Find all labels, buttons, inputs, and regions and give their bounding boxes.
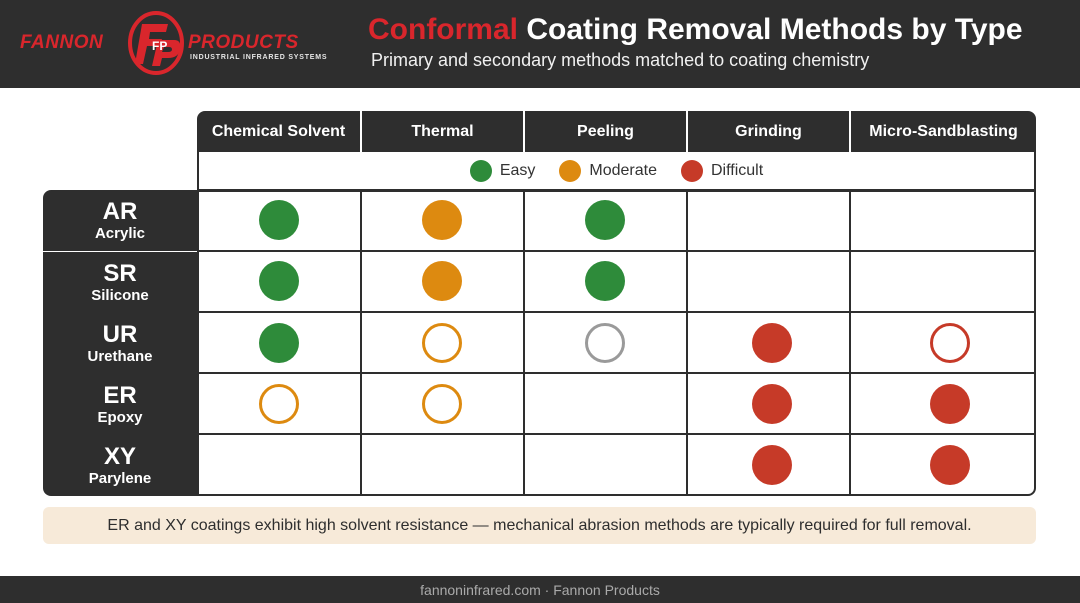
rating-urethane-chemical-solvent-easy-filled-icon bbox=[259, 323, 299, 363]
page-title-rest: Coating Removal Methods by Type bbox=[526, 13, 1023, 46]
rating-epoxy-chemical-solvent-moderate-outline-icon bbox=[259, 384, 299, 424]
row-header-silicone: SR Silicone bbox=[43, 252, 197, 313]
rating-urethane-micro-sandblasting-difficult-outline-icon bbox=[930, 323, 970, 363]
header-bar: FANNON FP PRODUCTS INDUSTRIAL INFRARED S… bbox=[0, 0, 1080, 88]
rating-silicone-thermal-moderate-filled-icon bbox=[422, 261, 462, 301]
row-header-parylene: XY Parylene bbox=[43, 435, 197, 496]
row-abbr: ER bbox=[103, 381, 137, 409]
column-header-peeling: Peeling bbox=[525, 111, 686, 152]
legend-label-difficult: Difficult bbox=[711, 162, 764, 179]
rating-acrylic-peeling-easy-filled-icon bbox=[585, 200, 625, 240]
rating-urethane-peeling-neutral-outline-icon bbox=[585, 323, 625, 363]
rating-silicone-chemical-solvent-easy-filled-icon bbox=[259, 261, 299, 301]
row-abbr: XY bbox=[103, 442, 136, 470]
green-dot-icon bbox=[469, 160, 492, 182]
rating-parylene-grinding-difficult-filled-icon bbox=[752, 445, 792, 485]
footer: fannoninfrared.com · Fannon Products bbox=[0, 576, 1080, 603]
logo-word-left: FANNON bbox=[20, 32, 104, 53]
column-header-chemical-solvent: Chemical Solvent bbox=[197, 111, 360, 152]
legend-item-moderate: Moderate bbox=[559, 160, 657, 182]
rating-epoxy-thermal-moderate-outline-icon bbox=[422, 384, 462, 424]
matrix-grid bbox=[197, 190, 1036, 496]
legend-item-difficult: Difficult bbox=[681, 160, 763, 182]
grid-divider bbox=[197, 250, 1036, 252]
row-name: Silicone bbox=[91, 286, 149, 304]
red-dot-icon bbox=[681, 160, 703, 182]
row-abbr: AR bbox=[102, 197, 138, 225]
rating-epoxy-micro-sandblasting-difficult-filled-icon bbox=[930, 384, 970, 424]
rating-epoxy-grinding-difficult-filled-icon bbox=[752, 384, 792, 424]
grid-divider bbox=[197, 372, 1036, 374]
legend-label-easy: Easy bbox=[499, 162, 536, 179]
grid-divider bbox=[686, 190, 688, 496]
page-subtitle: Primary and secondary methods matched to… bbox=[371, 50, 870, 70]
page-title: Conformal Coating Removal Methods by Typ… bbox=[368, 13, 1023, 47]
row-abbr: UR bbox=[102, 320, 138, 348]
grid-divider bbox=[197, 433, 1036, 435]
logo-mark-letters: FP bbox=[152, 39, 167, 53]
row-header-acrylic: AR Acrylic bbox=[43, 190, 197, 251]
column-header-grinding: Grinding bbox=[688, 111, 849, 152]
grid-divider bbox=[360, 190, 362, 496]
column-header-micro-sandblasting: Micro-Sandblasting bbox=[851, 111, 1036, 152]
fannon-products-logo[interactable]: FANNON FP PRODUCTS INDUSTRIAL INFRARED S… bbox=[18, 10, 327, 76]
rating-acrylic-thermal-moderate-filled-icon bbox=[422, 200, 462, 240]
legend: Easy Moderate Difficult bbox=[197, 152, 1036, 190]
footer-text: fannoninfrared.com · Fannon Products bbox=[420, 581, 660, 598]
info-note: ER and XY coatings exhibit high solvent … bbox=[43, 507, 1036, 544]
logo-tagline: INDUSTRIAL INFRARED SYSTEMS bbox=[190, 54, 328, 61]
row-name: Acrylic bbox=[94, 224, 146, 242]
row-header-epoxy: ER Epoxy bbox=[43, 374, 197, 435]
column-header-thermal: Thermal bbox=[362, 111, 523, 152]
rating-parylene-micro-sandblasting-difficult-filled-icon bbox=[930, 445, 970, 485]
row-name: Parylene bbox=[88, 469, 152, 487]
page-title-accent: Conformal bbox=[368, 13, 518, 46]
row-name: Epoxy bbox=[97, 408, 143, 426]
legend-item-easy: Easy bbox=[469, 160, 536, 182]
orange-dot-icon bbox=[559, 160, 582, 182]
grid-divider bbox=[523, 190, 525, 496]
grid-divider bbox=[197, 311, 1036, 313]
rating-urethane-thermal-moderate-outline-icon bbox=[422, 323, 462, 363]
row-name: Urethane bbox=[87, 347, 153, 365]
grid-divider bbox=[849, 190, 851, 496]
rating-acrylic-chemical-solvent-easy-filled-icon bbox=[259, 200, 299, 240]
legend-label-moderate: Moderate bbox=[589, 162, 657, 179]
row-header-urethane: UR Urethane bbox=[43, 313, 197, 374]
fp-logo-mark-icon: FP bbox=[128, 11, 184, 75]
rating-silicone-peeling-easy-filled-icon bbox=[585, 261, 625, 301]
rating-urethane-grinding-difficult-filled-icon bbox=[752, 323, 792, 363]
row-abbr: SR bbox=[103, 259, 137, 287]
logo-word-right: PRODUCTS bbox=[188, 32, 299, 53]
